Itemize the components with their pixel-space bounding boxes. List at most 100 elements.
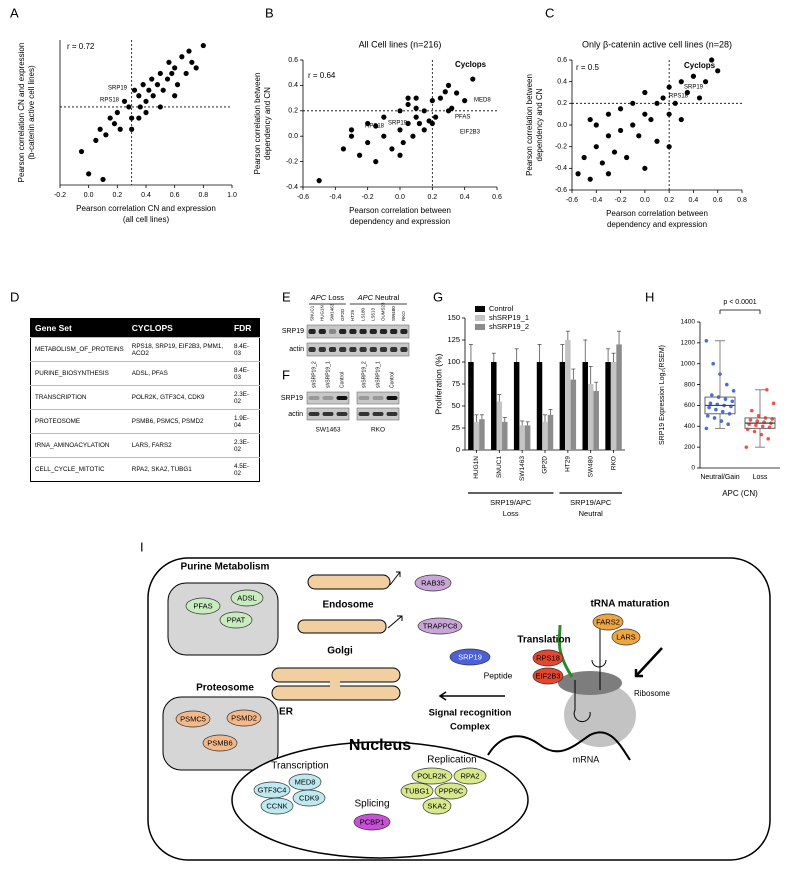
gene-oval xyxy=(532,667,564,685)
bar xyxy=(519,425,525,450)
group-label-part: Neutral xyxy=(375,293,400,302)
bar xyxy=(479,419,485,450)
x-tick-label: 1.0 xyxy=(227,192,237,199)
bar xyxy=(524,425,531,450)
point xyxy=(704,426,709,431)
gene-oval xyxy=(453,767,487,785)
legend-swatch xyxy=(475,306,485,312)
group-label: SRP19/APC xyxy=(570,498,612,507)
band xyxy=(359,347,367,352)
gene-label: FARS2 xyxy=(596,617,620,626)
row-label: SRP19 xyxy=(282,328,304,335)
x-tick-label: SW1463 xyxy=(519,456,526,481)
table-row: tRNA_AMINOACYLATION LARS, FARS2 2.3E-02 xyxy=(30,433,260,458)
point xyxy=(581,154,587,161)
chart-title: All Cell lines (n=216) xyxy=(359,39,442,49)
band xyxy=(358,412,370,416)
arrow xyxy=(634,647,663,678)
point-label: SRP19 xyxy=(684,85,704,91)
x-tick-label: -0.2 xyxy=(615,197,627,204)
y-tick-label: 0.4 xyxy=(288,82,298,89)
point xyxy=(136,93,142,99)
point xyxy=(429,98,435,104)
point xyxy=(143,98,149,104)
point xyxy=(723,397,728,401)
point xyxy=(611,149,618,155)
table-cell: ADSL, PFAS xyxy=(127,361,230,386)
point xyxy=(708,401,713,406)
bar xyxy=(605,362,611,450)
x-tick-label: SNUC1 xyxy=(496,456,503,478)
band xyxy=(369,329,377,334)
point xyxy=(666,144,672,150)
band xyxy=(372,412,384,416)
point xyxy=(169,70,175,77)
point xyxy=(575,171,581,177)
x-tick-label: -0.4 xyxy=(590,197,602,204)
bar xyxy=(496,401,503,450)
band xyxy=(322,396,334,400)
diagram-label: tRNA maturation xyxy=(590,599,669,610)
point-label: EIF2B3 xyxy=(460,130,481,136)
gene-label: RPS18 xyxy=(536,653,560,662)
point xyxy=(397,127,403,133)
diagram-label: Complex xyxy=(450,722,491,733)
table-cell: CYCLOPS xyxy=(127,318,230,338)
x-tick-label: HUG1N xyxy=(473,456,480,479)
x-axis-label: dependency and expression xyxy=(607,220,707,229)
table-cell: 2.3E-02 xyxy=(229,385,260,410)
point xyxy=(129,115,135,121)
point xyxy=(617,106,624,112)
point xyxy=(146,87,152,93)
y-axis-label: (b-catenin active cell lines) xyxy=(27,65,36,160)
table-row: CELL_CYCLE_MITOTIC RPA2, SKA2, TUBG1 4.5E-… xyxy=(30,457,260,482)
point xyxy=(766,437,770,441)
point xyxy=(666,111,672,117)
point xyxy=(143,109,149,116)
y-tick-label: 0.4 xyxy=(557,79,567,86)
band xyxy=(308,329,316,334)
y-tick-label: -0.4 xyxy=(286,184,298,191)
y-axis-label: dependency and CN xyxy=(263,87,272,160)
diagram-label: Transcription xyxy=(271,761,328,772)
table-cell: Gene Set xyxy=(30,318,128,338)
band xyxy=(318,347,326,352)
blot xyxy=(306,324,410,339)
table-cell: PURINE_BIOSYNTHESIS xyxy=(30,361,128,386)
group-label-part: APC xyxy=(357,293,374,302)
table-cell: PROTEOSOME xyxy=(30,409,128,434)
point xyxy=(642,111,648,117)
gene-label: PPP6C xyxy=(439,786,464,795)
gene-label: PPAT xyxy=(227,615,246,624)
point xyxy=(630,122,636,128)
point xyxy=(752,429,757,434)
diagram-label: Proteosome xyxy=(196,683,254,694)
point xyxy=(174,82,181,88)
table-row: Gene Set CYCLOPS FDR xyxy=(30,318,260,338)
gene-oval xyxy=(400,782,434,800)
y-axis-label: Pearson correlation CN and expression xyxy=(17,43,26,183)
point xyxy=(710,393,714,397)
panel-label: I xyxy=(140,539,144,554)
panel-label: D xyxy=(10,289,19,304)
y-tick-label: 0.6 xyxy=(557,57,567,64)
point xyxy=(432,114,439,120)
annotation: r = 0.5 xyxy=(576,63,599,72)
x-tick-label: GP2D xyxy=(542,456,549,474)
gene-oval xyxy=(202,734,238,752)
diagram-label: mRNA xyxy=(573,754,600,764)
point xyxy=(759,432,764,437)
point xyxy=(704,338,709,343)
y-tick-label: 0.2 xyxy=(557,100,567,107)
table-row: TRANSCRIPTION POLR2K, GTF3C4, CDK9 2.3E-02 xyxy=(30,385,260,410)
band xyxy=(339,347,347,352)
gene-set-table: Gene Set CYCLOPS FDR METABOLISM_OF_PROTEINS… xyxy=(30,318,260,482)
er-connector xyxy=(330,679,340,689)
point xyxy=(587,116,593,123)
point xyxy=(410,133,416,139)
ribosome-large xyxy=(564,683,636,747)
point xyxy=(405,95,411,101)
point xyxy=(186,48,192,54)
y-axis-label: Proliferation (%) xyxy=(433,353,443,414)
table-cell: METABOLISM_OF_PROTEINS xyxy=(30,337,128,362)
